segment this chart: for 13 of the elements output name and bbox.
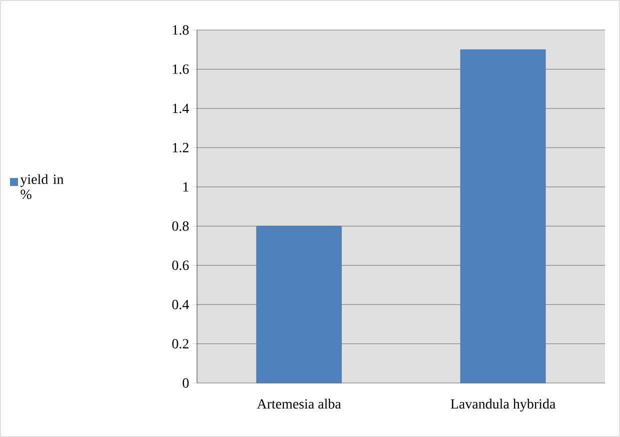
y-tick-label: 0.8 [172,221,189,231]
y-tick-label: 1.6 [172,64,189,74]
y-tick-label: 0 [182,378,189,388]
y-tick-label: 0.4 [172,300,189,310]
y-tick-label: 1.4 [172,104,189,114]
y-tick-label: 1 [183,182,188,192]
x-tick-label: Lavandula hybrida [450,398,556,412]
x-tick-label: Artemesia alba [256,398,341,409]
legend-label: yield in % [20,174,64,200]
y-tick-label: 0.6 [172,260,189,270]
y-tick-label: 0.2 [172,339,188,349]
y-tick-label: 1.2 [172,142,188,152]
y-tick-label: 1.8 [172,25,189,35]
